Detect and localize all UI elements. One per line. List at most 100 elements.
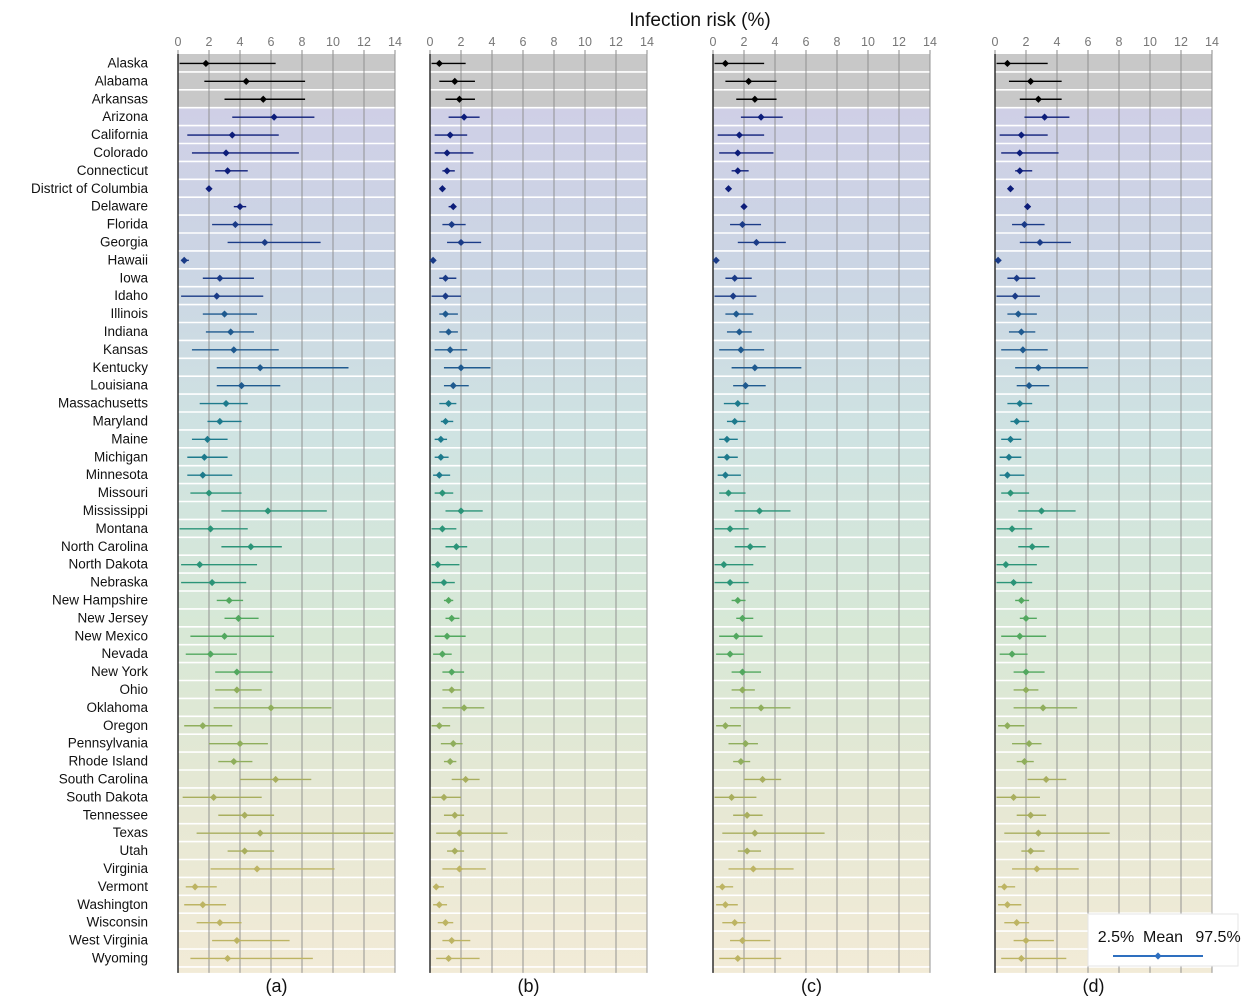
mean-marker [462,775,470,784]
x-tick-label: 14 [388,35,402,49]
mean-marker [1011,292,1019,300]
panel-3: 0 2 4 6 8 10 12 14 (c) [710,35,937,996]
mean-marker [210,793,218,801]
mean-marker [199,471,207,479]
mean-marker [738,668,747,676]
mean-marker [261,238,269,247]
mean-marker [1005,453,1013,461]
x-tick-label: 4 [1054,35,1061,49]
mean-marker [216,417,224,426]
mean-marker [734,399,742,408]
state-label: New York [91,664,148,679]
mean-marker [448,668,456,676]
mean-marker [199,722,207,730]
x-tick-label: 4 [772,35,779,49]
mean-marker [220,310,229,318]
state-label: Maryland [92,413,148,428]
x-tick-label: 14 [923,35,937,49]
mean-marker [737,346,745,354]
mean-marker [751,364,759,372]
mean-marker [222,149,230,157]
mean-marker [1022,686,1030,694]
mean-marker [721,59,729,68]
state-label: Colorado [93,145,148,160]
mean-marker [440,578,448,587]
state-label: Vermont [98,879,149,894]
mean-marker [1003,59,1011,68]
mean-marker [448,936,456,945]
mean-marker [445,954,453,963]
mean-marker [206,525,215,533]
state-label: District of Columbia [31,181,149,196]
mean-marker [196,561,204,569]
state-label: Oklahoma [86,700,148,715]
mean-marker [457,238,465,247]
mean-marker [224,954,232,963]
mean-marker [1027,811,1035,819]
mean-marker [712,256,720,264]
x-tick-label: 12 [357,35,371,49]
mean-marker [230,346,238,354]
panel-label: (a) [266,976,288,996]
mean-marker [242,77,250,85]
mean-marker [449,203,457,211]
mean-marker [272,775,280,784]
mean-marker [735,328,743,336]
mean-marker [734,596,742,605]
mean-marker [216,919,224,927]
mean-marker [460,113,468,121]
mean-marker [180,256,188,264]
state-label: Wisconsin [86,915,148,930]
x-tick-label: 8 [834,35,841,49]
mean-marker [437,453,445,461]
panel-4: 0 2 4 6 8 10 12 14 (d) [992,35,1219,996]
mean-marker [723,453,731,461]
legend-box [1087,913,1239,967]
state-label: Massachusetts [58,396,148,411]
mean-marker [743,847,751,855]
legend-marker [1154,952,1162,960]
state-label: North Dakota [68,557,148,572]
mean-marker [1020,757,1029,766]
mean-marker [1016,167,1024,175]
x-tick-label: 2 [741,35,748,49]
chart-title: Infection risk (%) [629,10,770,31]
gradient-band [178,107,395,973]
x-tick-label: 10 [1143,35,1157,49]
state-label: California [91,127,149,142]
state-label: Iowa [119,270,148,285]
mean-marker [455,829,464,837]
x-tick-label: 8 [1116,35,1123,49]
mean-marker [440,793,448,801]
mean-marker [220,632,229,640]
state-label: Nebraska [90,575,148,590]
mean-marker [1003,471,1011,479]
mean-marker [452,543,460,551]
x-tick-label: 14 [1205,35,1219,49]
mean-marker [729,292,737,300]
mean-marker [437,435,445,443]
mean-marker [1019,346,1027,354]
state-label: Connecticut [77,163,149,178]
x-tick-label: 2 [458,35,465,49]
mean-marker [441,274,450,282]
mean-marker [443,149,451,157]
state-label: Indiana [104,324,149,339]
state-label: Nevada [101,646,148,661]
mean-marker [757,113,765,121]
mean-marker [1017,328,1025,336]
mean-marker [1002,561,1010,569]
mean-marker [1022,614,1030,622]
mean-marker [432,883,440,891]
mean-marker [216,274,224,282]
mean-marker [448,686,456,694]
mean-marker [259,95,267,103]
legend-label: 97.5% [1195,929,1240,946]
mean-marker [256,829,264,837]
state-label: Delaware [91,199,148,214]
state-label: New Mexico [74,628,148,643]
state-label: Hawaii [107,252,148,267]
mean-marker [446,131,454,139]
mean-marker [1025,740,1033,748]
mean-marker [445,596,453,605]
